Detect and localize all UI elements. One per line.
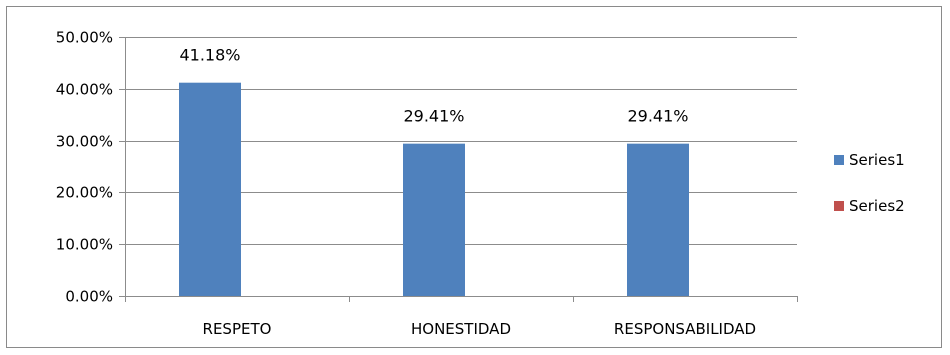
data-label: 29.41% bbox=[403, 107, 464, 126]
bar-responsabilidad bbox=[627, 143, 689, 296]
chart-frame bbox=[6, 6, 942, 348]
legend-label-series1: Series1 bbox=[849, 151, 905, 169]
x-category-label: RESPONSABILIDAD bbox=[614, 320, 756, 338]
y-tick-label: 0.00% bbox=[65, 288, 113, 306]
legend-swatch-series1 bbox=[834, 155, 844, 165]
y-tick-label: 40.00% bbox=[56, 81, 113, 99]
axes bbox=[119, 37, 798, 302]
labels: 0.00% 10.00% 20.00% 30.00% 40.00% 50.00% 41.18… bbox=[56, 29, 756, 339]
y-tick-label: 30.00% bbox=[56, 133, 113, 151]
y-tick-label: 10.00% bbox=[56, 236, 113, 254]
data-label: 29.41% bbox=[627, 107, 688, 126]
bars bbox=[179, 82, 689, 297]
y-tick-label: 50.00% bbox=[56, 29, 113, 47]
bar-respeto bbox=[179, 82, 241, 297]
legend: Series1 Series2 bbox=[834, 151, 905, 215]
legend-label-series2: Series2 bbox=[849, 197, 905, 215]
x-category-label: RESPETO bbox=[203, 320, 272, 338]
y-tick-label: 20.00% bbox=[56, 184, 113, 202]
data-label: 41.18% bbox=[179, 46, 240, 65]
legend-swatch-series2 bbox=[834, 201, 844, 211]
x-category-label: HONESTIDAD bbox=[411, 320, 511, 338]
bar-honestidad bbox=[403, 143, 465, 296]
